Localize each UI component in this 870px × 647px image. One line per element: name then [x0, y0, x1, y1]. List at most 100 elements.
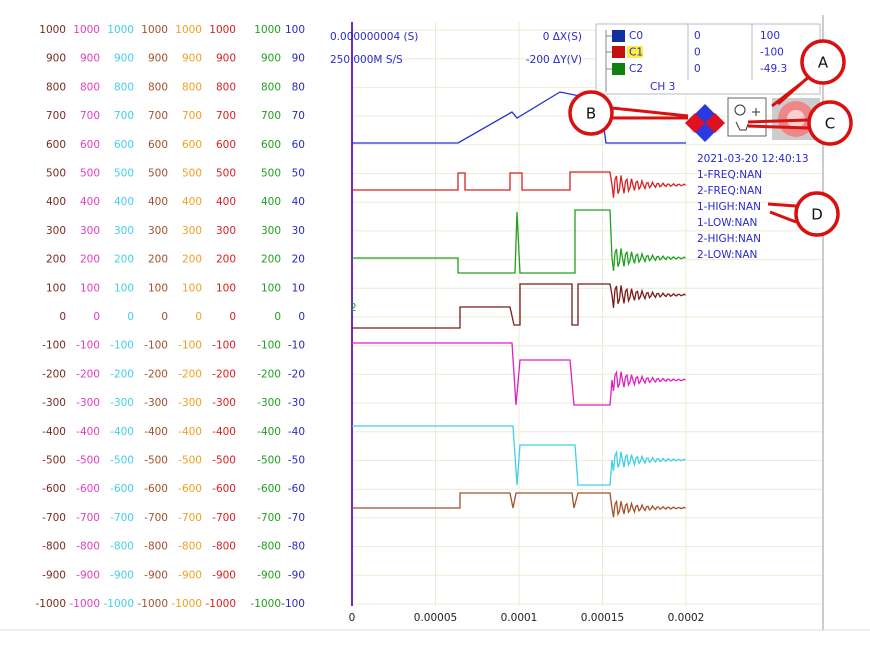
scale-label: 600 — [46, 139, 66, 151]
scale-label: -1000 — [69, 598, 100, 610]
scale-label: 0 — [127, 311, 134, 323]
scale-label: -600 — [178, 483, 202, 495]
scale-label: 200 — [148, 254, 168, 266]
scale-label: -100 — [178, 340, 202, 352]
scale-label: 40 — [292, 196, 305, 208]
info-panel: 2021-03-20 12:40:13 1-FREQ:NAN 2-FREQ:NAN 1… — [697, 153, 809, 261]
channel-name[interactable]: C1 — [629, 47, 643, 59]
waveform — [352, 171, 686, 198]
scale-label: 600 — [216, 139, 236, 151]
scale-label: 100 — [261, 282, 281, 294]
dx-readout: 0 ΔX(S) — [543, 31, 582, 43]
scale-label: 400 — [261, 196, 281, 208]
scale-label: -500 — [110, 455, 134, 467]
scale-label: -700 — [76, 512, 100, 524]
scale-label: 1000 — [209, 24, 236, 36]
scale-label: -400 — [76, 426, 100, 438]
scale-label: -900 — [76, 569, 100, 581]
scale-label: 0 — [161, 311, 168, 323]
callout-c-line — [747, 118, 809, 130]
scale-label: -600 — [144, 483, 168, 495]
scale-label: -80 — [288, 541, 305, 553]
scale-label: -200 — [76, 368, 100, 380]
move-icon-part — [705, 113, 725, 133]
scale-label: 300 — [216, 225, 236, 237]
scale-label: 400 — [182, 196, 202, 208]
channel-value: 0 — [694, 47, 701, 59]
scale-label: -500 — [212, 455, 236, 467]
scale-label: 500 — [46, 168, 66, 180]
scale-label: 200 — [46, 254, 66, 266]
scale-label: -300 — [110, 397, 134, 409]
scale-label: -100 — [257, 340, 281, 352]
scale-label: 600 — [182, 139, 202, 151]
channel-name[interactable]: C0 — [629, 30, 643, 42]
callout-circle — [794, 191, 840, 237]
scale-label: 50 — [292, 168, 305, 180]
info-line: 1-LOW:NAN — [697, 217, 757, 229]
scale-label: 700 — [182, 110, 202, 122]
scale-label: -300 — [76, 397, 100, 409]
channel-name[interactable]: C2 — [629, 63, 643, 75]
scale-label: -60 — [288, 483, 305, 495]
callout-label: C — [825, 115, 835, 133]
scale-label: -400 — [110, 426, 134, 438]
scale-label: -800 — [42, 541, 66, 553]
scale-label: 700 — [148, 110, 168, 122]
info-line: 2-LOW:NAN — [697, 249, 757, 261]
time-label: 0.00005 — [414, 612, 457, 624]
scale-label: 200 — [216, 254, 236, 266]
callout-a-line — [771, 72, 813, 108]
callout-lines — [611, 72, 813, 224]
scale-label: -1000 — [35, 598, 66, 610]
scale-label: -700 — [42, 512, 66, 524]
scale-label: -100 — [76, 340, 100, 352]
scale-label: -400 — [144, 426, 168, 438]
scale-label: -600 — [110, 483, 134, 495]
scale-label: 600 — [114, 139, 134, 151]
scale-label: 500 — [261, 168, 281, 180]
move-icon-part — [685, 113, 705, 133]
scale-label: -900 — [42, 569, 66, 581]
scale-label: -300 — [178, 397, 202, 409]
scale-label: 100 — [148, 282, 168, 294]
scale-label: 900 — [261, 53, 281, 65]
scale-label: 900 — [114, 53, 134, 65]
scale-label: 300 — [148, 225, 168, 237]
callout-label: B — [586, 105, 596, 123]
scale-label: 800 — [182, 81, 202, 93]
scale-label: -200 — [257, 368, 281, 380]
time-label: 0.0001 — [501, 612, 538, 624]
callout-b-line — [611, 106, 689, 120]
scale-label: -600 — [257, 483, 281, 495]
marker-label: 2 — [350, 302, 357, 314]
scale-label: -800 — [144, 541, 168, 553]
scale-label: 700 — [261, 110, 281, 122]
scale-label: -500 — [144, 455, 168, 467]
channel-table[interactable] — [595, 23, 821, 95]
scale-label: 600 — [261, 139, 281, 151]
scale-label: 500 — [148, 168, 168, 180]
channel-extra[interactable]: CH 3 — [650, 81, 675, 93]
scale-label: 10 — [292, 282, 305, 294]
scale-label: -700 — [110, 512, 134, 524]
scale-label: -300 — [144, 397, 168, 409]
channel-value: -49.3 — [760, 63, 787, 75]
scale-label: -200 — [110, 368, 134, 380]
scale-label: 300 — [261, 225, 281, 237]
channel-value: -100 — [760, 47, 784, 59]
scale-label: -700 — [257, 512, 281, 524]
scale-label: -1000 — [171, 598, 202, 610]
waveform — [352, 342, 686, 406]
c2-icon[interactable] — [612, 63, 625, 75]
scale-label: 0 — [195, 311, 202, 323]
scale-label: 0 — [274, 311, 281, 323]
scale-label: -90 — [288, 569, 305, 581]
channel-rows: C0 0 100 C1 0 -100 C2 0 -49.3 — [629, 30, 787, 75]
callout-d-line — [767, 202, 797, 224]
zoom-button[interactable] — [727, 97, 767, 137]
scale-label: -1000 — [205, 598, 236, 610]
c0-icon[interactable] — [612, 30, 625, 42]
c1-icon[interactable] — [612, 46, 625, 58]
time-label: 0.00015 — [581, 612, 624, 624]
